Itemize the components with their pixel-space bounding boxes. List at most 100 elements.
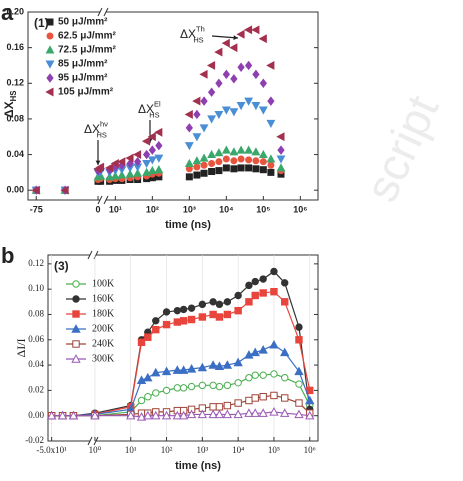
marker bbox=[46, 32, 54, 40]
marker bbox=[222, 360, 233, 369]
marker bbox=[207, 87, 216, 97]
marker bbox=[154, 165, 164, 174]
marker bbox=[72, 280, 80, 288]
label-sub: HS bbox=[9, 91, 18, 102]
marker bbox=[270, 370, 278, 378]
marker bbox=[126, 158, 134, 169]
x-tick-label: 10⁴ bbox=[219, 204, 233, 214]
legend-label: 50 μJ/mm² bbox=[58, 17, 108, 28]
marker bbox=[294, 366, 304, 376]
marker bbox=[245, 374, 253, 382]
marker bbox=[199, 124, 209, 133]
marker bbox=[155, 140, 163, 151]
x-axis-title: time (ns) bbox=[165, 219, 211, 231]
marker bbox=[281, 374, 289, 382]
marker bbox=[71, 324, 81, 333]
marker bbox=[200, 161, 208, 169]
marker bbox=[266, 154, 276, 163]
marker bbox=[215, 313, 224, 321]
legend-label: 85 μJ/mm² bbox=[58, 59, 108, 70]
y-tick-label: 0.12 bbox=[28, 258, 44, 268]
marker bbox=[223, 381, 232, 390]
marker bbox=[154, 127, 163, 137]
marker bbox=[251, 291, 259, 300]
marker bbox=[200, 96, 208, 106]
label-sup: El bbox=[154, 100, 161, 109]
marker bbox=[209, 310, 217, 319]
marker bbox=[57, 410, 68, 420]
axis-break-gap bbox=[100, 198, 106, 202]
marker bbox=[221, 38, 230, 48]
marker bbox=[178, 410, 189, 420]
marker bbox=[276, 155, 286, 164]
marker bbox=[184, 158, 194, 167]
marker bbox=[215, 78, 223, 88]
arrow-head bbox=[233, 35, 238, 41]
marker bbox=[45, 45, 55, 54]
marker bbox=[244, 350, 254, 359]
marker bbox=[245, 164, 253, 172]
marker bbox=[244, 60, 253, 71]
y-tick-label: 0.04 bbox=[28, 359, 44, 369]
y-tick-label: 0.04 bbox=[6, 149, 24, 159]
marker bbox=[161, 366, 172, 376]
marker bbox=[208, 159, 216, 167]
marker bbox=[252, 165, 260, 173]
x-tick-label: 10¹ bbox=[125, 445, 137, 455]
rich-label: ΔXHS bbox=[2, 91, 18, 118]
marker bbox=[90, 410, 100, 420]
marker bbox=[258, 345, 268, 354]
y-tick-label: 0.00 bbox=[28, 410, 44, 420]
legend-label: 200K bbox=[92, 323, 115, 334]
marker bbox=[136, 375, 147, 384]
marker bbox=[222, 155, 230, 163]
x-tick-label: 10⁵ bbox=[256, 204, 270, 214]
marker bbox=[267, 96, 275, 106]
marker bbox=[230, 157, 238, 165]
marker bbox=[136, 412, 147, 421]
marker bbox=[305, 410, 315, 420]
marker bbox=[221, 106, 231, 115]
marker bbox=[252, 69, 260, 80]
marker bbox=[251, 394, 259, 402]
legend-label: 160K bbox=[92, 293, 115, 304]
marker bbox=[199, 153, 209, 162]
marker bbox=[214, 409, 225, 419]
marker bbox=[162, 308, 171, 316]
marker bbox=[233, 357, 243, 367]
x-tick-label: -5.0x10¹ bbox=[36, 445, 67, 455]
x-axis-title: time (ns) bbox=[175, 460, 221, 472]
x-tick-label: -75 bbox=[30, 204, 43, 214]
marker bbox=[117, 157, 126, 167]
axis-break bbox=[97, 7, 109, 17]
y-tick-label: 0.08 bbox=[28, 309, 44, 319]
marker bbox=[117, 170, 127, 179]
marker bbox=[187, 304, 196, 312]
marker bbox=[46, 410, 57, 420]
marker bbox=[133, 156, 142, 167]
marker bbox=[245, 298, 253, 306]
marker bbox=[207, 115, 217, 124]
y-tick-label: 0.12 bbox=[6, 78, 24, 88]
marker bbox=[199, 69, 208, 79]
marker bbox=[198, 313, 207, 321]
marker bbox=[305, 395, 315, 405]
marker bbox=[154, 154, 164, 163]
legend-label: 62.5 μJ/mm² bbox=[58, 31, 116, 42]
marker bbox=[244, 145, 254, 154]
marker bbox=[200, 169, 208, 177]
marker bbox=[243, 25, 253, 35]
marker bbox=[244, 408, 254, 417]
y-tick-label: 0.08 bbox=[6, 113, 24, 123]
marker bbox=[31, 185, 40, 195]
marker bbox=[187, 315, 196, 324]
marker bbox=[147, 156, 157, 165]
marker bbox=[132, 150, 142, 160]
marker bbox=[236, 102, 246, 111]
marker bbox=[259, 275, 267, 283]
marker bbox=[152, 389, 160, 397]
marker bbox=[267, 161, 275, 169]
arrow-head bbox=[95, 160, 101, 165]
marker bbox=[259, 371, 267, 379]
marker bbox=[178, 365, 189, 374]
